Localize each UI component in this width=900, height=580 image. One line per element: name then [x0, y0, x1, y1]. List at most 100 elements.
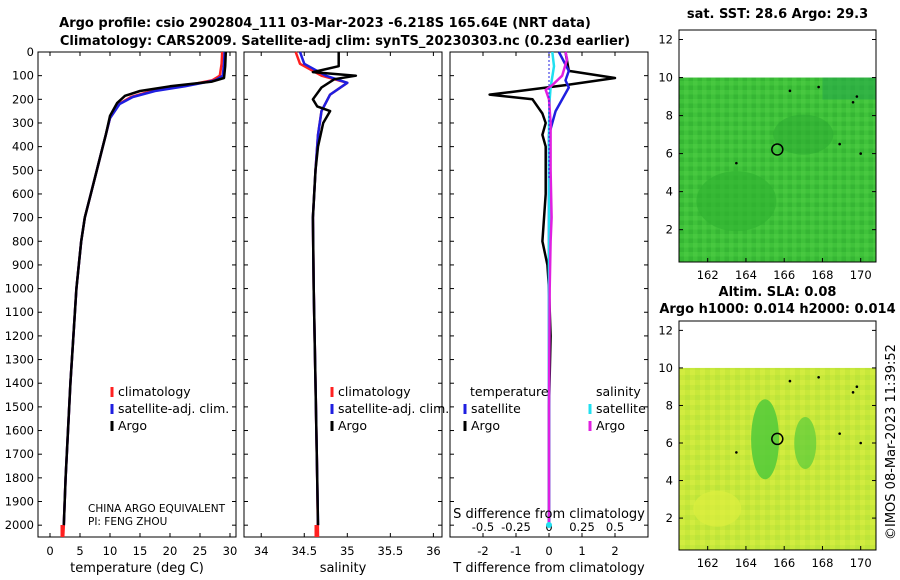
- island-marker: [851, 391, 855, 394]
- sla-map-title: Argo h1000: 0.014 h2000: 0.014: [659, 302, 895, 317]
- legend-temperature-heading: temperature: [470, 384, 549, 399]
- y-tick-label: 1800: [5, 471, 34, 485]
- sla-low-patch: [693, 490, 742, 527]
- y-tick-label: 4: [666, 474, 673, 488]
- x-tick-label: 2: [611, 544, 618, 558]
- legend-climatology: climatology: [338, 384, 411, 399]
- y-tick-label: 1900: [5, 495, 34, 509]
- x-tick-label: 164: [735, 556, 757, 570]
- x-tick-label: 168: [811, 268, 833, 282]
- y-tick-label: 1100: [5, 305, 34, 319]
- timestamp-stamp: ©IMOS 08-Mar-2023 11:39:52: [884, 344, 899, 540]
- island-marker: [735, 161, 738, 165]
- x-tick-label: 164: [735, 268, 757, 282]
- island-marker: [788, 89, 792, 93]
- y-tick-label: 100: [12, 69, 34, 83]
- s-diff-tick-label: -0.5: [472, 520, 494, 534]
- x-tick-label: 35.5: [378, 544, 404, 558]
- y-tick-label: 1600: [5, 424, 34, 438]
- y-tick-label: 12: [658, 33, 673, 47]
- x-tick-label: 162: [697, 268, 719, 282]
- island-marker: [817, 376, 820, 379]
- temperature-profile-axes-box: [37, 51, 237, 538]
- s-diff-axis-label: S difference from climatology: [453, 507, 645, 522]
- island-marker: [851, 100, 855, 104]
- x-tick-label: 170: [850, 556, 872, 570]
- y-tick-label: 1300: [5, 353, 34, 367]
- sla-map-title: Altim. SLA: 0.08: [719, 285, 837, 300]
- y-tick-label: 2: [666, 223, 673, 237]
- series-salinity-satellite: [547, 51, 556, 526]
- y-tick-label: 6: [666, 436, 673, 450]
- y-tick-label: 8: [666, 398, 673, 412]
- x-tick-label: 10: [103, 544, 118, 558]
- sst-map-frame: [678, 29, 877, 263]
- x-tick-label: 34: [254, 544, 269, 558]
- sst-map-panel: sat. SST: 28.6 Argo: 29.3 162 164 166 168 170…: [658, 7, 877, 282]
- y-tick-label: 1000: [5, 282, 34, 296]
- island-marker: [788, 379, 792, 383]
- y-tick-label: 2: [666, 511, 673, 525]
- x-tick-label: 0: [545, 544, 552, 558]
- salinity-profile-axes-box: [243, 51, 443, 538]
- sst-warm-patch: [696, 171, 777, 232]
- x-tick-label: 34.5: [291, 544, 317, 558]
- y-tick-label: 1700: [5, 447, 34, 461]
- x-tick-label: -1: [510, 544, 521, 558]
- x-tick-label: 170: [850, 268, 872, 282]
- y-tick-label: 500: [12, 163, 34, 177]
- sst-cool-patch: [822, 77, 876, 100]
- x-tick-label: 20: [163, 544, 178, 558]
- y-tick-label: 400: [12, 140, 34, 154]
- y-tick-label: 300: [12, 116, 34, 130]
- legend-salinity-satellite: satellite: [596, 401, 646, 416]
- legend-temperature-argo: Argo: [471, 418, 500, 433]
- figure-title-line1: Argo profile: csio 2902804_111 03-Mar-20…: [59, 16, 591, 31]
- x-tick-label: 35: [340, 544, 355, 558]
- y-tick-label: 900: [12, 258, 34, 272]
- legend-argo: Argo: [118, 418, 147, 433]
- argo-location-marker: [771, 432, 784, 446]
- argo-location-marker: [771, 143, 784, 156]
- legend-temperature-satellite: satellite: [471, 401, 521, 416]
- salinity-profile-panel: 34 34.5 35 35.5 36 salinity: [243, 51, 443, 576]
- island-marker: [817, 85, 820, 89]
- y-tick-label: 200: [12, 92, 34, 106]
- x-tick-label: 168: [811, 556, 833, 570]
- legend-satellite-adj: satellite-adj. clim.: [338, 401, 449, 416]
- institution-name: CHINA ARGO EQUIVALENT: [88, 503, 226, 515]
- x-tick-label: 25: [193, 544, 208, 558]
- x-tick-label: 1: [578, 544, 585, 558]
- legend-argo: Argo: [338, 418, 367, 433]
- legend-salinity-argo: Argo: [596, 418, 625, 433]
- x-tick-label: 0: [46, 544, 53, 558]
- island-marker: [859, 441, 862, 445]
- series-argo: [62, 51, 228, 526]
- s-diff-bottom-marker: [546, 522, 552, 528]
- y-tick-label: 4: [666, 185, 673, 199]
- island-marker: [838, 142, 841, 146]
- s-diff-tick-label: -0.25: [501, 520, 531, 534]
- island-marker: [859, 152, 862, 155]
- x-tick-label: 15: [133, 544, 148, 558]
- sla-map-frame: [678, 320, 877, 551]
- island-marker: [855, 95, 859, 98]
- y-tick-label: 10: [658, 71, 673, 85]
- x-tick-label: -2: [477, 544, 488, 558]
- s-diff-tick-label: 0.5: [606, 520, 624, 534]
- x-tick-label: 162: [697, 556, 719, 570]
- y-tick-label: 700: [12, 211, 34, 225]
- difference-from-climatology-panel: -2 -1 0 1 2 T difference from climatology: [449, 51, 649, 576]
- x-axis-label: T difference from climatology: [452, 561, 645, 576]
- sst-map-field: [679, 77, 876, 262]
- legend-satellite-adj: satellite-adj. clim.: [118, 401, 229, 416]
- x-tick-label: 166: [773, 556, 795, 570]
- y-tick-label: 1200: [5, 329, 34, 343]
- y-tick-label: 1400: [5, 376, 34, 390]
- sla-high-patch: [751, 399, 780, 480]
- figure-title-line2: Climatology: CARS2009. Satellite-adj cli…: [60, 34, 630, 49]
- island-marker: [735, 451, 738, 454]
- series-argo: [311, 52, 358, 526]
- y-tick-label: 6: [666, 147, 673, 161]
